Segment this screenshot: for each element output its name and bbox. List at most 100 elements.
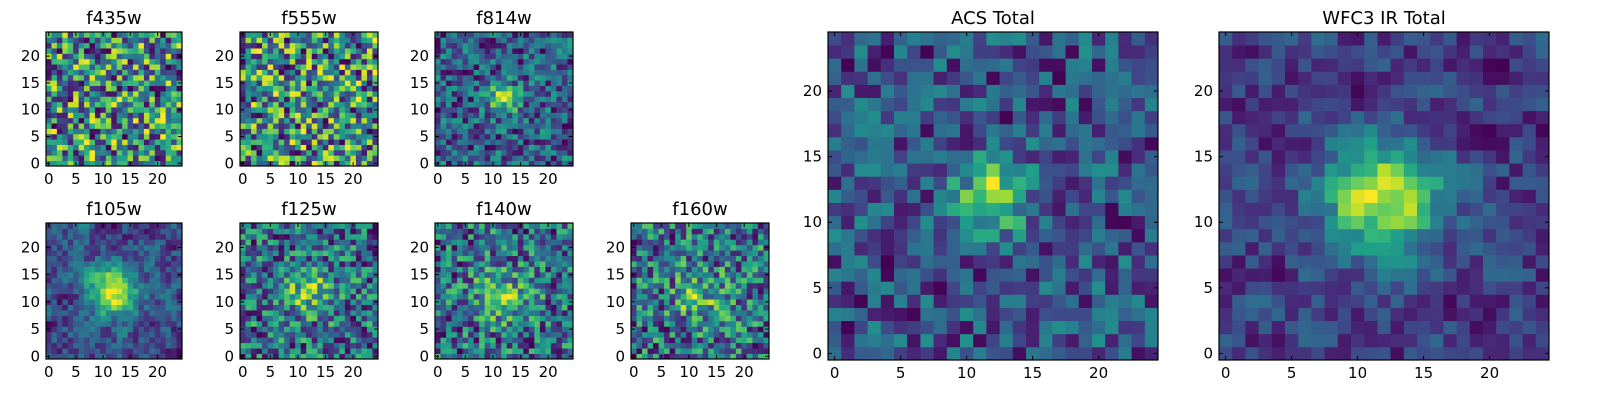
heatmap-cell: [344, 32, 351, 38]
heatmap-cell: [730, 282, 737, 289]
heatmap-cell: [56, 293, 63, 300]
heatmap-cell: [143, 74, 150, 81]
heatmap-cell: [1131, 189, 1146, 203]
heatmap-cell: [355, 223, 362, 229]
heatmap-cell: [289, 299, 296, 305]
heatmap-cell: [62, 223, 69, 229]
heatmap-cell: [457, 261, 463, 267]
heatmap-cell: [344, 337, 351, 344]
heatmap-cell: [133, 244, 139, 251]
heatmap-cell: [567, 304, 574, 311]
heatmap-cell: [154, 96, 161, 103]
heatmap-cell: [344, 37, 351, 44]
heatmap-cell: [468, 64, 475, 70]
heatmap-cell: [473, 250, 480, 257]
heatmap-cell: [317, 277, 324, 284]
heatmap-cell: [143, 139, 150, 145]
heatmap-cell: [176, 69, 183, 76]
heatmap-cell: [680, 315, 687, 322]
heatmap-cell: [440, 304, 447, 311]
heatmap-cell: [160, 353, 167, 360]
heatmap-cell: [143, 293, 150, 300]
heatmap-cell: [1118, 320, 1132, 335]
heatmap-cell: [160, 160, 167, 167]
heatmap-cell: [262, 233, 268, 240]
heatmap-cell: [251, 123, 257, 129]
heatmap-cell: [84, 42, 90, 49]
heatmap-cell: [735, 337, 742, 344]
heatmap-cell: [517, 133, 524, 140]
heatmap-cell: [986, 307, 1000, 322]
heatmap-cell: [105, 288, 112, 295]
heatmap-cell: [534, 244, 541, 251]
heatmap-cell: [171, 149, 177, 156]
heatmap-cell: [451, 282, 458, 289]
heatmap-cell: [561, 42, 568, 49]
heatmap-cell: [719, 282, 726, 289]
heatmap-cell: [62, 326, 69, 333]
heatmap-cell: [523, 90, 530, 97]
heatmap-cell: [946, 281, 961, 295]
heatmap-cell: [361, 42, 368, 49]
heatmap-cell: [702, 342, 709, 349]
heatmap-cell: [512, 255, 519, 262]
heatmap-cell: [262, 299, 268, 305]
heatmap-cell: [133, 128, 139, 135]
heatmap-cell: [435, 337, 441, 344]
heatmap-cell: [284, 239, 291, 246]
heatmap-cell: [46, 304, 52, 311]
heatmap-cell: [697, 331, 704, 338]
heatmap-cell: [116, 155, 123, 162]
heatmap-cell: [1039, 307, 1053, 322]
heatmap-cell: [479, 342, 486, 349]
heatmap-cell: [51, 223, 58, 229]
heatmap-cell: [523, 310, 530, 316]
heatmap-cell: [960, 281, 974, 295]
heatmap-cell: [111, 96, 118, 103]
heatmap-cell: [1092, 202, 1106, 217]
heatmap-cell: [143, 107, 150, 113]
heatmap-cell: [73, 348, 80, 354]
heatmap-cell: [512, 293, 519, 300]
heatmap-cell: [344, 266, 351, 273]
heatmap-cell: [46, 255, 52, 262]
axes-frame: [434, 31, 574, 167]
heatmap-cell: [528, 282, 535, 289]
heatmap-cell: [506, 271, 513, 278]
heatmap-cell: [100, 342, 107, 349]
heatmap-cell: [561, 239, 568, 246]
heatmap-cell: [468, 244, 475, 251]
heatmap-cell: [841, 307, 855, 322]
heatmap-cell: [127, 74, 134, 81]
heatmap-cell: [149, 48, 156, 54]
heatmap-cell: [539, 304, 546, 311]
heatmap-cell: [473, 128, 480, 135]
heatmap-cell: [245, 348, 252, 354]
heatmap-cell: [523, 48, 530, 54]
heatmap-cell: [642, 266, 648, 273]
heatmap-cell: [691, 223, 698, 229]
heatmap-cell: [669, 277, 676, 284]
heatmap-cell: [763, 337, 770, 344]
heatmap-cell: [306, 42, 313, 49]
heatmap-cell: [501, 271, 508, 278]
heatmap-cell: [171, 277, 177, 284]
heatmap-cell: [143, 101, 150, 108]
heatmap-cell: [133, 117, 139, 124]
heatmap-cell: [322, 155, 329, 162]
heatmap-cell: [556, 42, 563, 49]
heatmap-cell: [757, 261, 764, 267]
heatmap-cell: [245, 123, 252, 129]
heatmap-cell: [245, 101, 252, 108]
heatmap-cell: [372, 149, 379, 156]
x-tick-label: 10: [94, 170, 113, 188]
heatmap-cell: [550, 37, 557, 44]
heatmap-cell: [730, 288, 737, 295]
heatmap-cell: [647, 288, 654, 295]
heatmap-cell: [920, 333, 934, 348]
heatmap-cell: [339, 74, 346, 81]
heatmap-cell: [854, 307, 868, 322]
heatmap-cell: [165, 250, 172, 257]
heatmap-cell: [133, 74, 139, 81]
heatmap-cell: [317, 96, 324, 103]
